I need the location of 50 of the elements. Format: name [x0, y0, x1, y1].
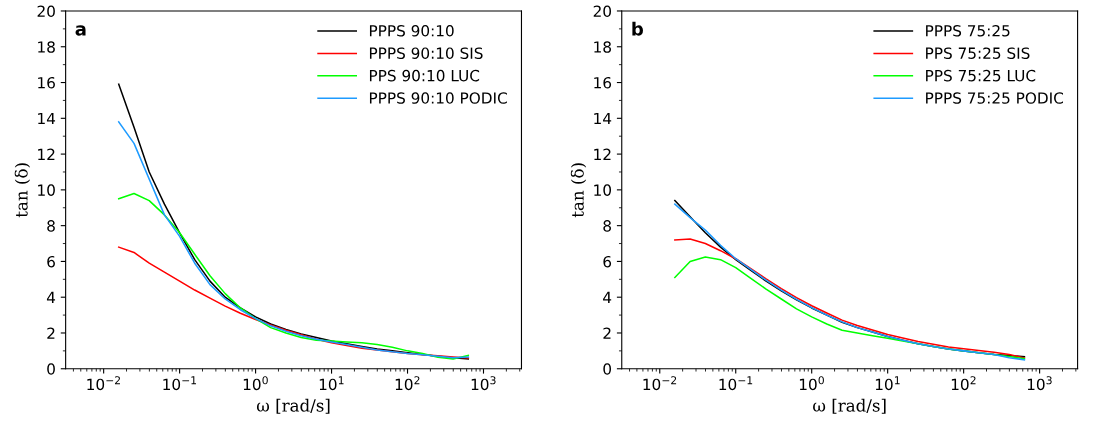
y-tick-label: 6	[603, 255, 612, 268]
x-tick-label: 10$^{3}$	[471, 376, 496, 391]
legend-label: PPPS 90:10 SIS	[369, 47, 483, 59]
legend-label: PPS 75:25 SIS	[926, 47, 1030, 59]
y-tick-label: 4	[46, 291, 56, 304]
y-tick-label: 12	[594, 148, 611, 160]
x-tick-label: 10$^{2}$	[951, 376, 976, 391]
legend-label: PPS 75:25 LUC	[926, 69, 1036, 82]
y-tick-label: 18	[594, 41, 611, 53]
legend-label: PPPS 75:25 PODIC	[926, 92, 1064, 104]
y-axis-title: tan (δ)	[14, 163, 31, 218]
y-tick-label: 0	[47, 363, 55, 375]
y-tick-label: 2	[603, 327, 611, 339]
x-axis-title: ω [rad/s]	[256, 398, 330, 414]
line-series	[674, 238, 1026, 359]
x-tick-label: 10$^{3}$	[1027, 376, 1052, 391]
y-tick-label: 8	[47, 220, 55, 232]
y-axis-title: tan (δ)	[570, 163, 587, 218]
x-axis-title: ω [rad/s]	[813, 398, 886, 414]
y-tick-label: 16	[594, 77, 612, 89]
y-tick-label: 4	[603, 291, 612, 304]
y-tick-label: 18	[38, 41, 55, 53]
legend-label: PPPS 90:10	[369, 24, 454, 37]
x-tick-label: 10$^{0}$	[799, 376, 824, 391]
x-tick-label: 10$^{2}$	[395, 376, 420, 391]
y-tick-label: 10	[594, 184, 612, 196]
x-tick-label: 10$^{−1}$	[163, 376, 197, 391]
y-tick-label: 16	[38, 77, 55, 89]
x-tick-label: 10$^{−1}$	[719, 376, 753, 391]
y-tick-label: 6	[47, 255, 55, 268]
line-series	[117, 192, 470, 360]
y-tick-label: 20	[37, 5, 55, 17]
x-tick-label: 10$^{−2}$	[87, 376, 120, 391]
legend-label: PPPS 90:10 PODIC	[369, 92, 507, 104]
y-tick-label: 14	[38, 112, 56, 125]
legend-label: PPPS 75:25	[926, 24, 1010, 37]
x-tick-label: 10$^{0}$	[243, 376, 268, 391]
y-tick-label: 2	[47, 327, 55, 339]
y-tick-label: 12	[38, 148, 55, 160]
y-tick-label: 10	[38, 184, 55, 196]
legend-label: PPS 90:10 LUC	[369, 69, 480, 82]
x-tick-label: 10$^{1}$	[875, 376, 900, 391]
x-tick-label: 10$^{1}$	[319, 376, 344, 391]
y-tick-label: 8	[603, 220, 611, 232]
y-tick-label: 14	[594, 112, 612, 125]
y-tick-label: 20	[593, 5, 612, 17]
annotation: a	[75, 25, 86, 36]
y-tick-label: 0	[603, 363, 612, 375]
x-tick-label: 10$^{−2}$	[643, 376, 677, 391]
annotation: b	[632, 21, 643, 36]
